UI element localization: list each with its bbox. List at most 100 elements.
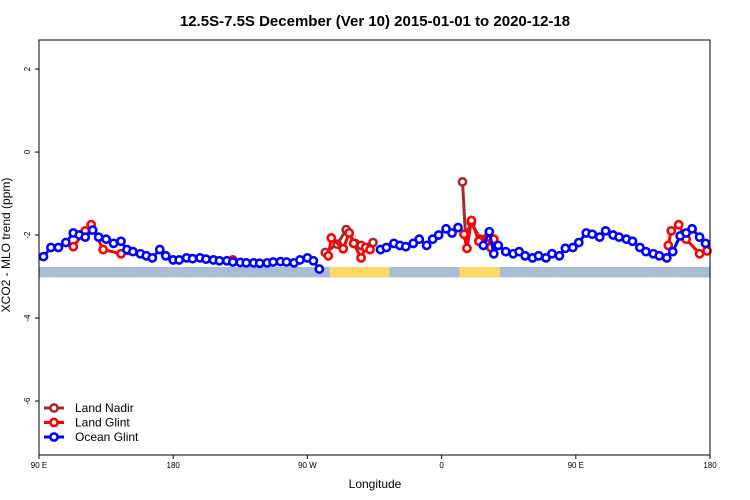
legend-marker [49, 432, 59, 442]
data-point [666, 225, 677, 236]
data-point [694, 232, 705, 243]
legend-label: Land Glint [75, 416, 130, 430]
legend-label: Ocean Glint [75, 430, 139, 444]
data-point [338, 243, 349, 254]
y-tick-label: -6 [23, 397, 32, 405]
series-layer [38, 177, 712, 274]
chart-title: 12.5S-7.5S December (Ver 10) 2015-01-01 … [180, 13, 570, 30]
x-tick-label: 90 E [31, 461, 47, 470]
data-point [214, 255, 225, 266]
data-point [587, 229, 598, 240]
data-point [295, 255, 305, 265]
data-point [87, 225, 98, 235]
data-point [116, 236, 126, 247]
land-segment [329, 267, 390, 278]
data-point [488, 248, 499, 259]
data-point [614, 232, 624, 243]
data-point [227, 257, 238, 267]
data-point [93, 232, 104, 243]
data-point [567, 242, 578, 253]
x-axis-title: Longitude [349, 477, 402, 491]
data-point [533, 250, 544, 261]
data-point [687, 223, 698, 234]
data-point [667, 246, 678, 257]
data-point [38, 251, 49, 262]
data-point [627, 236, 638, 247]
data-point [281, 257, 292, 267]
land-segment [459, 267, 500, 278]
data-point [201, 254, 211, 265]
data-point [53, 242, 64, 253]
plot-frame [38, 39, 711, 456]
data-point [308, 255, 319, 266]
data-point [314, 264, 325, 274]
data-point [453, 222, 463, 233]
legend-item: Ocean Glint [44, 430, 139, 444]
legend-marker [49, 403, 59, 413]
legend-marker [49, 417, 59, 428]
data-point [433, 230, 444, 240]
data-point [484, 226, 495, 237]
data-point [154, 244, 165, 255]
data-point [500, 246, 511, 257]
y-axis-title: XCO2 - MLO trend (ppm) [0, 178, 13, 313]
data-point [520, 250, 531, 261]
data-point [663, 240, 674, 251]
data-point [68, 241, 79, 252]
data-point [654, 250, 665, 261]
data-point [673, 219, 684, 230]
data-point [547, 248, 557, 259]
x-tick-label: 0 [439, 461, 444, 470]
data-point [459, 229, 469, 240]
data-point [381, 242, 392, 253]
data-point [700, 238, 711, 249]
legend-item: Land Nadir [44, 401, 134, 415]
data-point [478, 240, 489, 251]
x-tick-label: 90 E [568, 461, 584, 470]
data-point [160, 250, 171, 261]
data-point [147, 252, 158, 263]
data-point [46, 242, 56, 253]
data-point [694, 248, 705, 259]
data-point [493, 240, 504, 251]
data-point [268, 257, 279, 267]
data-point [80, 232, 91, 243]
y-tick-label: 0 [23, 149, 32, 154]
data-point [323, 250, 334, 261]
data-point [60, 237, 71, 248]
data-point [174, 255, 185, 265]
legend-item: Land Glint [44, 416, 130, 430]
data-point [466, 215, 477, 226]
y-axis: 2 0 -2 -4 -6 [23, 66, 39, 405]
data-point [414, 234, 425, 245]
data-point [241, 257, 252, 268]
data-point [573, 237, 584, 248]
data-point [447, 228, 457, 238]
data-point [348, 238, 359, 249]
legend-label: Land Nadir [75, 401, 134, 415]
data-point [462, 243, 472, 254]
data-point [600, 225, 611, 236]
data-point [101, 234, 111, 245]
x-axis: 90 E 180 90 W 0 90 E 180 [31, 455, 717, 470]
data-point [187, 253, 198, 264]
y-tick-label: -2 [23, 231, 32, 239]
data-point [421, 240, 432, 251]
data-point [661, 252, 672, 263]
data-point [128, 246, 138, 257]
data-point [108, 238, 119, 249]
plot-background [39, 267, 710, 278]
data-point [457, 177, 468, 187]
data-point [400, 241, 411, 252]
series-ocean-glint [38, 222, 711, 274]
x-tick-label: 90 W [298, 461, 317, 470]
data-point [326, 233, 337, 243]
data-point [344, 228, 355, 238]
data-point [356, 252, 366, 263]
data-point [594, 232, 605, 243]
x-tick-label: 180 [167, 461, 181, 470]
y-tick-label: -4 [23, 314, 32, 322]
data-point [560, 243, 571, 254]
